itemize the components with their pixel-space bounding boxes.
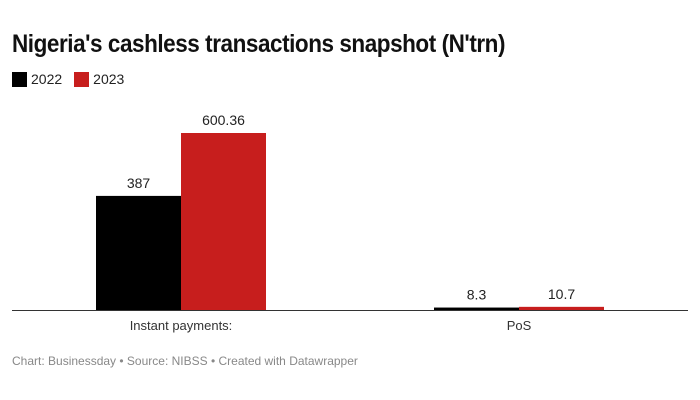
legend: 2022 2023 — [12, 71, 124, 87]
x-tick-label: PoS — [507, 318, 532, 333]
data-label: 387 — [127, 175, 151, 191]
bar-2022-1 — [434, 307, 519, 310]
legend-item-2022: 2022 — [12, 71, 62, 87]
x-tick-label: Instant payments: — [130, 318, 233, 333]
legend-item-2023: 2023 — [74, 71, 124, 87]
data-label: 600.36 — [202, 112, 245, 128]
chart-footer: Chart: Businessday • Source: NIBSS • Cre… — [12, 354, 358, 368]
chart-title: Nigeria's cashless transactions snapshot… — [12, 30, 506, 58]
legend-label: 2023 — [93, 71, 125, 87]
bar-2023-1 — [519, 306, 604, 310]
bar-2022-0 — [96, 195, 181, 310]
data-label: 8.3 — [467, 287, 487, 303]
bar-2023-0 — [181, 133, 266, 310]
legend-swatch-2023 — [74, 71, 90, 87]
data-label: 10.7 — [548, 286, 575, 302]
legend-label: 2022 — [31, 71, 63, 87]
legend-swatch-2022 — [12, 71, 27, 87]
